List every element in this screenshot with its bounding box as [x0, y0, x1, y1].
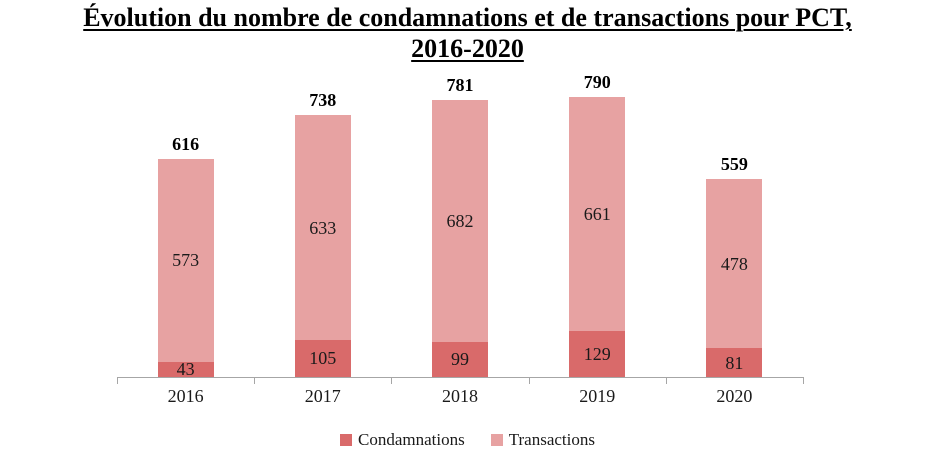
- segment-value-label: 43: [176, 359, 195, 380]
- stacked-bar-2020: 478 81: [706, 178, 763, 377]
- segment-value-label: 129: [583, 344, 611, 365]
- axis-tick: [803, 377, 804, 384]
- segment-value-label: 105: [309, 348, 337, 369]
- bar-group-2018: 781 682 99: [391, 75, 528, 377]
- x-axis-label-2018: 2018: [442, 386, 478, 406]
- axis-tick: [528, 377, 530, 384]
- total-label-2020: 559: [720, 153, 748, 174]
- segment-value-label: 682: [446, 211, 474, 232]
- bar-group-2020: 559 478 81: [666, 154, 803, 377]
- axis-tick: [254, 377, 256, 384]
- axis-tick: [665, 377, 667, 384]
- segment-transactions-2019: 661: [569, 97, 626, 332]
- stacked-bar-2018: 682 99: [432, 100, 488, 377]
- stacked-bar-2019: 661 129: [569, 97, 626, 377]
- legend: Condamnations Transactions: [0, 430, 935, 450]
- segment-condamnations-2020: 81: [706, 348, 763, 377]
- stacked-bar-2016: 573 43: [157, 158, 214, 380]
- x-axis-labels: 2016 2017 2018 2019 2020: [117, 386, 803, 407]
- legend-item-condamnations: Condamnations: [340, 430, 465, 450]
- total-label-2019: 790: [583, 72, 611, 93]
- total-label-2017: 738: [309, 90, 337, 111]
- segment-value-label: 478: [720, 253, 748, 274]
- bar-group-2019: 790 661 129: [529, 72, 666, 377]
- axis-tick: [391, 377, 393, 384]
- segment-transactions-2016: 573: [157, 158, 214, 362]
- segment-value-label: 633: [309, 217, 337, 238]
- bar-group-2017: 738 633 105: [254, 90, 391, 377]
- segment-value-label: 661: [583, 204, 611, 225]
- segment-condamnations-2019: 129: [569, 331, 626, 377]
- segment-condamnations-2018: 99: [432, 341, 488, 377]
- plot-area: 616 573 43 738 633 105 781 682 99 790 661 129 559 478…: [117, 72, 804, 384]
- segment-transactions-2020: 478: [706, 178, 763, 349]
- condamnations-swatch-icon: [340, 434, 352, 446]
- legend-label-transactions: Transactions: [508, 430, 595, 449]
- segment-value-label: 573: [172, 250, 200, 271]
- legend-item-transactions: Transactions: [490, 430, 595, 450]
- chart-title-line1: Évolution du nombre de condamnations et …: [83, 3, 852, 32]
- axis-tick: [117, 377, 118, 384]
- x-axis-label-2016: 2016: [167, 386, 204, 406]
- legend-label-condamnations: Condamnations: [358, 430, 465, 449]
- chart-title: Évolution du nombre de condamnations et …: [0, 2, 935, 64]
- segment-condamnations-2017: 105: [294, 339, 351, 377]
- stacked-bar-2017: 633 105: [294, 115, 351, 377]
- x-axis-label-2017: 2017: [304, 386, 341, 406]
- chart-title-line2: 2016-2020: [411, 34, 524, 63]
- segment-transactions-2017: 633: [294, 115, 351, 340]
- transactions-swatch-icon: [490, 434, 503, 446]
- segment-transactions-2018: 682: [432, 100, 488, 342]
- segment-value-label: 81: [725, 352, 744, 373]
- total-label-2016: 616: [172, 133, 200, 154]
- segment-condamnations-2016: 43: [157, 359, 214, 380]
- bar-series-container: 616 573 43 738 633 105 781 682 99 790 661 129 559 478…: [117, 72, 803, 380]
- bar-group-2016: 616 573 43: [117, 133, 254, 380]
- x-axis-label-2019: 2019: [579, 386, 616, 406]
- segment-value-label: 99: [451, 349, 469, 370]
- x-axis-label-2020: 2020: [716, 386, 753, 406]
- total-label-2018: 781: [446, 75, 474, 96]
